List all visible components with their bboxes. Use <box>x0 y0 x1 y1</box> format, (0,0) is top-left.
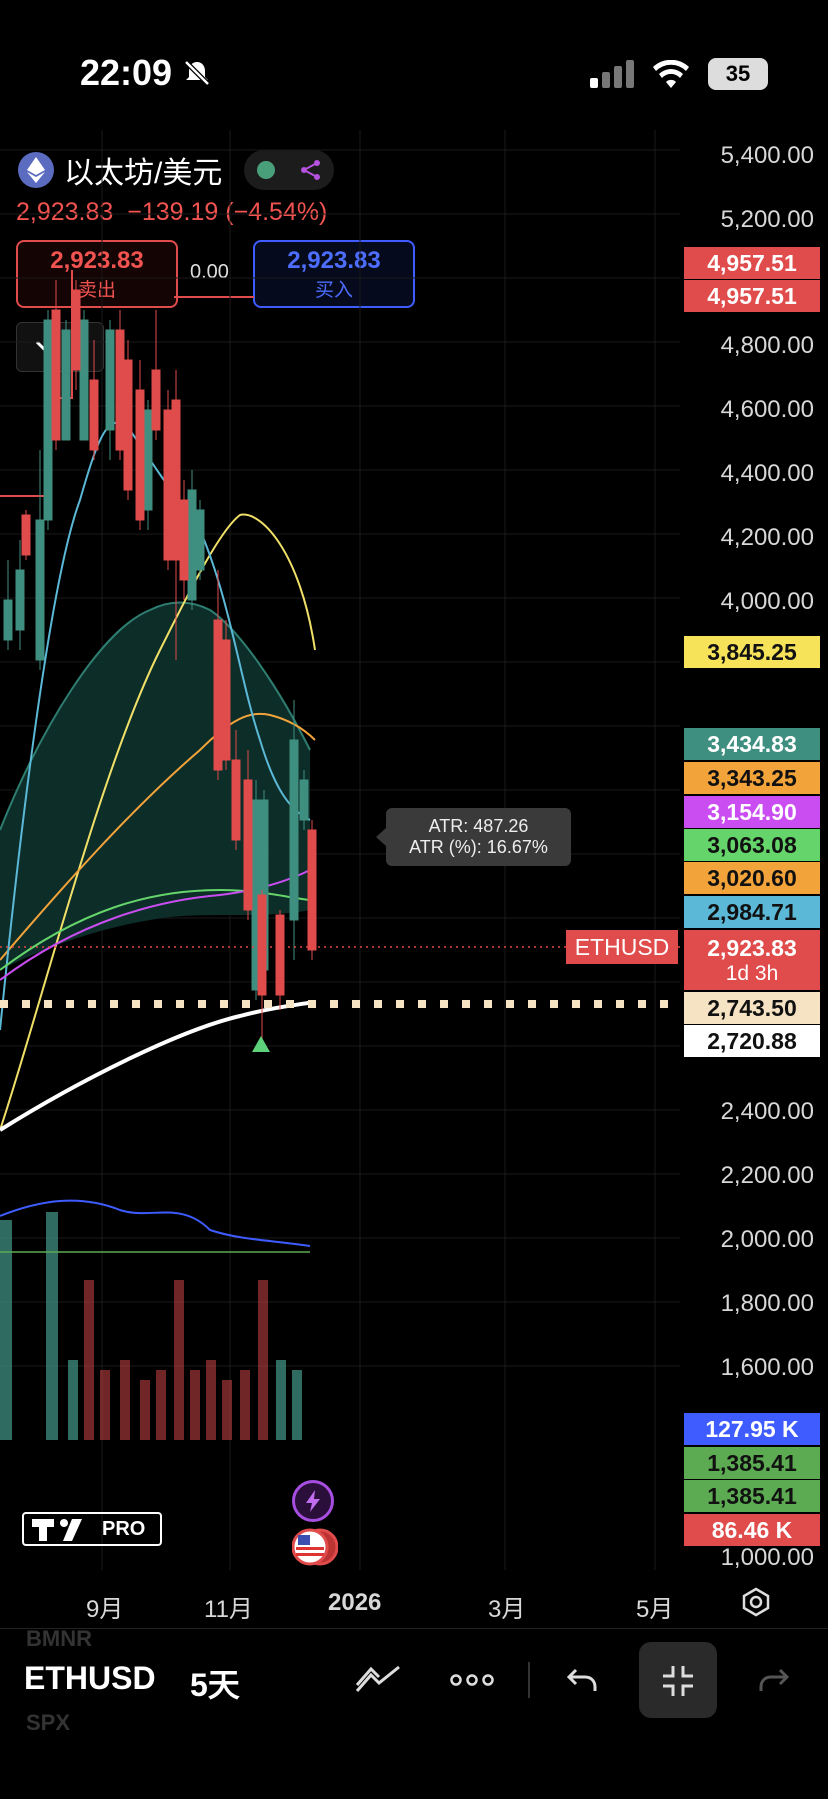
volume-tag: 86.46 K <box>684 1514 820 1546</box>
symbol-picker-next[interactable]: SPX <box>26 1710 71 1735</box>
bar-countdown: 1d 3h <box>725 961 779 985</box>
drawing-icon[interactable] <box>348 1655 408 1705</box>
symbol-picker[interactable]: ETHUSD <box>24 1660 156 1696</box>
buy-price: 2,923.83 <box>287 246 381 274</box>
lightning-icon[interactable] <box>292 1480 334 1522</box>
wifi-icon <box>653 60 689 88</box>
ma-line-yellow <box>0 513 316 1131</box>
price-tag-ma-white: 2,720.88 <box>684 1025 820 1057</box>
symbol-header[interactable]: 以太坊/美元 <box>18 148 335 192</box>
symbol-badge: ETHUSD <box>566 930 678 964</box>
volume-tag: 1,385.41 <box>684 1480 820 1512</box>
time-label: 2026 <box>328 1589 382 1616</box>
price-tag-ma: 3,434.83 <box>684 728 820 760</box>
current-price-tag: 2,923.83 1d 3h <box>684 930 820 990</box>
axis-label: 2,000.00 <box>720 1226 814 1253</box>
symbol-picker-prev[interactable]: BMNR <box>26 1626 92 1651</box>
ma-line-cyan <box>0 421 311 1031</box>
price-tag-ma: 2,984.71 <box>684 896 820 928</box>
ma-line-red-step <box>0 270 73 497</box>
tooltip-arrow <box>376 828 386 846</box>
time-label: 9月 <box>86 1596 124 1623</box>
time-label: 5月 <box>636 1596 674 1623</box>
axis-label: 4,000.00 <box>720 588 814 615</box>
volume-tag: 1,385.41 <box>684 1447 820 1479</box>
price-tag-ma: 3,020.60 <box>684 862 820 894</box>
fullscreen-exit-icon <box>663 1666 693 1696</box>
buy-button[interactable]: 2,923.83 买入 <box>253 240 415 308</box>
bell-slash-icon <box>184 60 210 86</box>
settings-icon[interactable] <box>740 1586 772 1618</box>
signal-icon <box>590 60 634 88</box>
ma-line-white <box>0 1000 316 1132</box>
symbol-name[interactable]: 以太坊/美元 <box>64 157 223 190</box>
volume-bars <box>0 1212 302 1440</box>
atr-value: ATR: 487.26 <box>428 816 529 836</box>
current-price: 2,923.83 <box>707 934 797 961</box>
axis-label: 2,200.00 <box>720 1162 814 1189</box>
ichimoku-cloud <box>0 602 310 970</box>
price-change: 2,923.83 −139.19 (−4.54%) <box>16 198 328 226</box>
volume-tag: 127.95 K <box>684 1413 820 1445</box>
ethereum-icon <box>18 152 54 188</box>
price-tag-support: 2,743.50 <box>684 992 820 1024</box>
tradingview-logo: PRO <box>22 1512 162 1546</box>
price-tag-ma: 3,845.25 <box>684 636 820 668</box>
buy-signal-marker <box>252 1036 270 1052</box>
status-icons: 35 <box>590 58 768 90</box>
axis-label: 4,200.00 <box>720 524 814 551</box>
redo-icon[interactable] <box>744 1655 804 1705</box>
axis-label: 1,800.00 <box>720 1290 814 1317</box>
axis-label: 4,800.00 <box>720 332 814 359</box>
share-icon <box>300 160 320 180</box>
interval-picker[interactable]: 5天 <box>190 1667 240 1703</box>
status-time: 22:09 <box>80 52 212 94</box>
ma-line-orange <box>0 712 316 961</box>
candles <box>3 280 317 1040</box>
price-tag-ma: 3,343.25 <box>684 762 820 794</box>
buy-label: 买入 <box>314 279 353 301</box>
axis-label: 5,200.00 <box>720 206 814 233</box>
sell-buy-connector <box>174 296 254 298</box>
sell-button[interactable]: 2,923.83 卖出 <box>16 240 178 308</box>
sell-price: 2,923.83 <box>50 246 144 274</box>
volume-ma-line <box>0 1199 311 1247</box>
tradingview-mark-icon <box>32 1519 82 1541</box>
price-tag-ma: 3,154.90 <box>684 796 820 828</box>
market-open-dot <box>256 161 275 179</box>
battery-icon: 35 <box>708 58 768 90</box>
axis-label: 4,400.00 <box>720 460 814 487</box>
ma-line-green <box>0 888 311 971</box>
ma-line-purple <box>0 869 311 981</box>
atr-tooltip: ATR: 487.26 ATR (%): 16.67% <box>386 808 571 866</box>
more-icon[interactable] <box>442 1655 502 1705</box>
price-chart[interactable] <box>0 130 680 1570</box>
sell-label: 卖出 <box>77 279 116 301</box>
fullscreen-exit-button[interactable] <box>639 1642 717 1718</box>
undo-icon[interactable] <box>552 1655 612 1705</box>
price-tag-high: 4,957.51 <box>684 280 820 312</box>
price-tag-ma: 3,063.08 <box>684 829 820 861</box>
axis-label: 5,400.00 <box>720 142 814 169</box>
time-label: 11月 <box>204 1596 253 1623</box>
flag-icon[interactable] <box>291 1527 339 1567</box>
time-label: 3月 <box>488 1596 526 1623</box>
atr-percent: ATR (%): 16.67% <box>409 837 548 857</box>
axis-label: 1,000.00 <box>720 1544 814 1571</box>
price-tag-high: 4,957.51 <box>684 247 820 279</box>
axis-label: 4,600.00 <box>720 396 814 423</box>
pro-label: PRO <box>102 1517 146 1540</box>
toolbar-divider <box>528 1662 530 1698</box>
axis-label: 1,600.00 <box>720 1354 814 1381</box>
market-status-pill[interactable] <box>244 150 335 190</box>
axis-label: 2,400.00 <box>720 1098 814 1125</box>
